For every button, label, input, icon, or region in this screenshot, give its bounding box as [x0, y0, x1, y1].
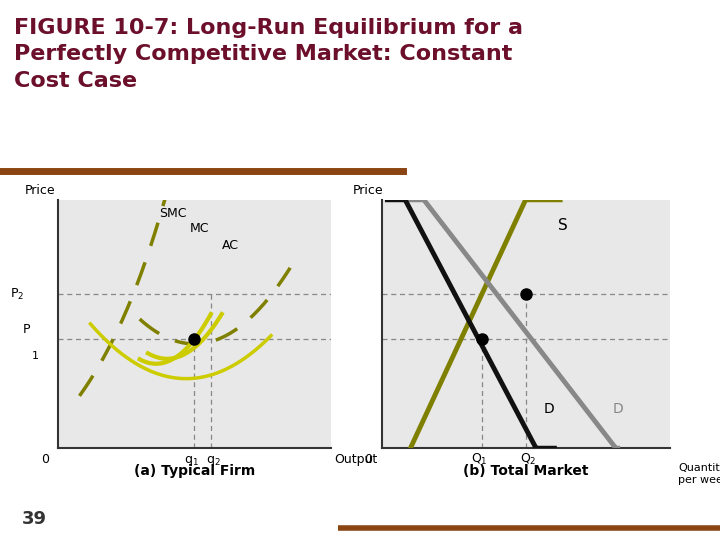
- Text: 0: 0: [364, 453, 372, 466]
- Text: Quantity
per week: Quantity per week: [678, 463, 720, 485]
- Text: FIGURE 10-7: Long-Run Equilibrium for a
Perfectly Competitive Market: Constant
C: FIGURE 10-7: Long-Run Equilibrium for a …: [14, 18, 523, 91]
- Text: (b) Total Market: (b) Total Market: [463, 464, 588, 478]
- Text: D: D: [613, 402, 623, 416]
- Text: Q$_1$: Q$_1$: [471, 452, 488, 467]
- Text: 1: 1: [32, 352, 38, 361]
- Text: S: S: [558, 218, 568, 233]
- Text: D: D: [544, 402, 554, 416]
- Text: 39: 39: [22, 510, 47, 528]
- Text: P$_2$: P$_2$: [11, 287, 24, 302]
- Text: q$_2$: q$_2$: [206, 454, 221, 468]
- Text: SMC: SMC: [159, 207, 186, 220]
- Text: Output: Output: [334, 453, 377, 466]
- Text: AC: AC: [222, 239, 238, 253]
- Text: q$_1$: q$_1$: [184, 454, 199, 468]
- Text: (a) Typical Firm: (a) Typical Firm: [134, 464, 255, 478]
- Text: P: P: [23, 323, 30, 336]
- Text: Q$_2$: Q$_2$: [520, 452, 537, 467]
- Text: 0: 0: [41, 453, 49, 466]
- Text: Price: Price: [24, 184, 55, 197]
- Text: Price: Price: [353, 184, 384, 197]
- Text: MC: MC: [190, 222, 210, 235]
